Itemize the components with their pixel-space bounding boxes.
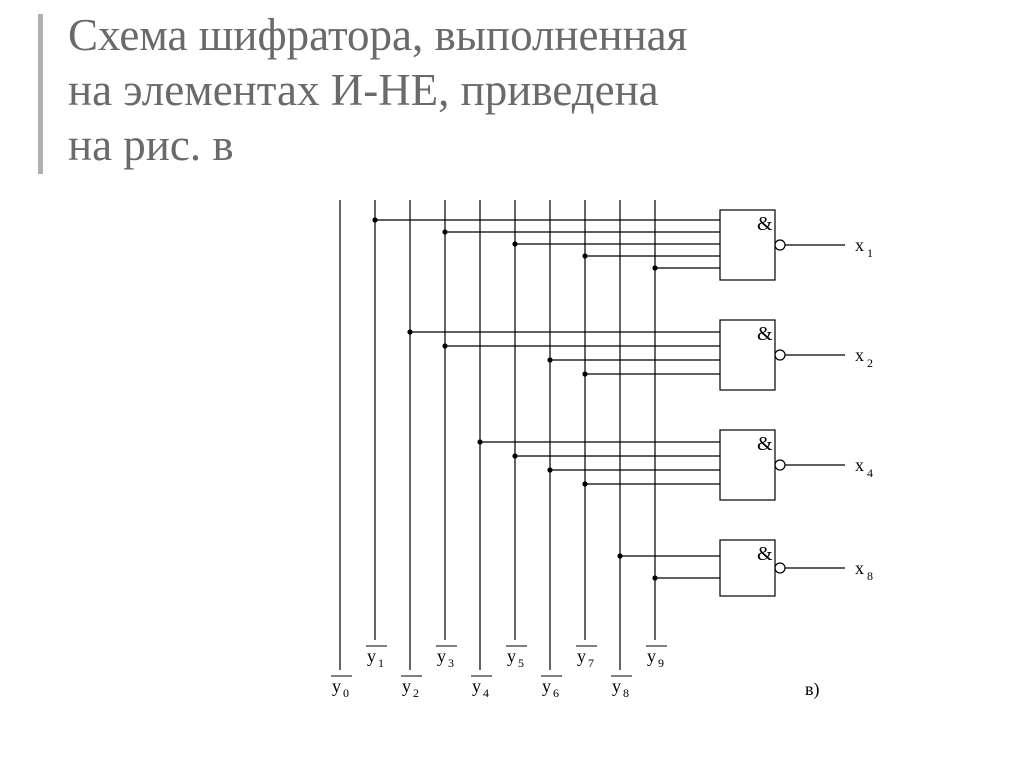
svg-text:y: y <box>507 646 516 666</box>
svg-text:6: 6 <box>553 686 559 700</box>
svg-text:y: y <box>647 646 656 666</box>
title-line-2: на элементах И-НЕ, приведена <box>68 63 968 118</box>
svg-text:y: y <box>612 676 621 696</box>
svg-text:x: x <box>855 235 864 255</box>
svg-text:&: & <box>757 213 773 235</box>
svg-text:9: 9 <box>658 656 664 670</box>
svg-text:x: x <box>855 455 864 475</box>
svg-text:&: & <box>757 543 773 565</box>
svg-text:3: 3 <box>448 656 454 670</box>
svg-text:1: 1 <box>867 246 873 260</box>
title-line-3: на рис. в <box>68 118 968 173</box>
svg-text:1: 1 <box>378 656 384 670</box>
accent-bar <box>38 14 43 174</box>
svg-text:2: 2 <box>413 686 419 700</box>
svg-text:y: y <box>402 676 411 696</box>
slide: Схема шифратора, выполненная на элемента… <box>0 0 1024 767</box>
svg-text:y: y <box>437 646 446 666</box>
svg-text:8: 8 <box>623 686 629 700</box>
svg-text:8: 8 <box>867 569 873 583</box>
svg-text:y: y <box>367 646 376 666</box>
schematic-svg: y0y1y2y3y4y5y6y7y8y9&x1&x2&x4&x8в) <box>300 190 940 750</box>
svg-text:x: x <box>855 558 864 578</box>
svg-text:&: & <box>757 433 773 455</box>
svg-text:4: 4 <box>483 686 489 700</box>
slide-title: Схема шифратора, выполненная на элемента… <box>68 8 968 173</box>
svg-text:в): в) <box>805 679 820 700</box>
svg-text:0: 0 <box>343 686 349 700</box>
svg-text:7: 7 <box>588 656 594 670</box>
svg-text:y: y <box>472 676 481 696</box>
svg-text:y: y <box>332 676 341 696</box>
svg-text:x: x <box>855 345 864 365</box>
svg-text:&: & <box>757 323 773 345</box>
svg-text:4: 4 <box>867 466 873 480</box>
encoder-schematic: y0y1y2y3y4y5y6y7y8y9&x1&x2&x4&x8в) <box>300 190 940 750</box>
title-line-1: Схема шифратора, выполненная <box>68 8 968 63</box>
svg-text:y: y <box>577 646 586 666</box>
svg-text:5: 5 <box>518 656 524 670</box>
svg-text:y: y <box>542 676 551 696</box>
svg-text:2: 2 <box>867 356 873 370</box>
